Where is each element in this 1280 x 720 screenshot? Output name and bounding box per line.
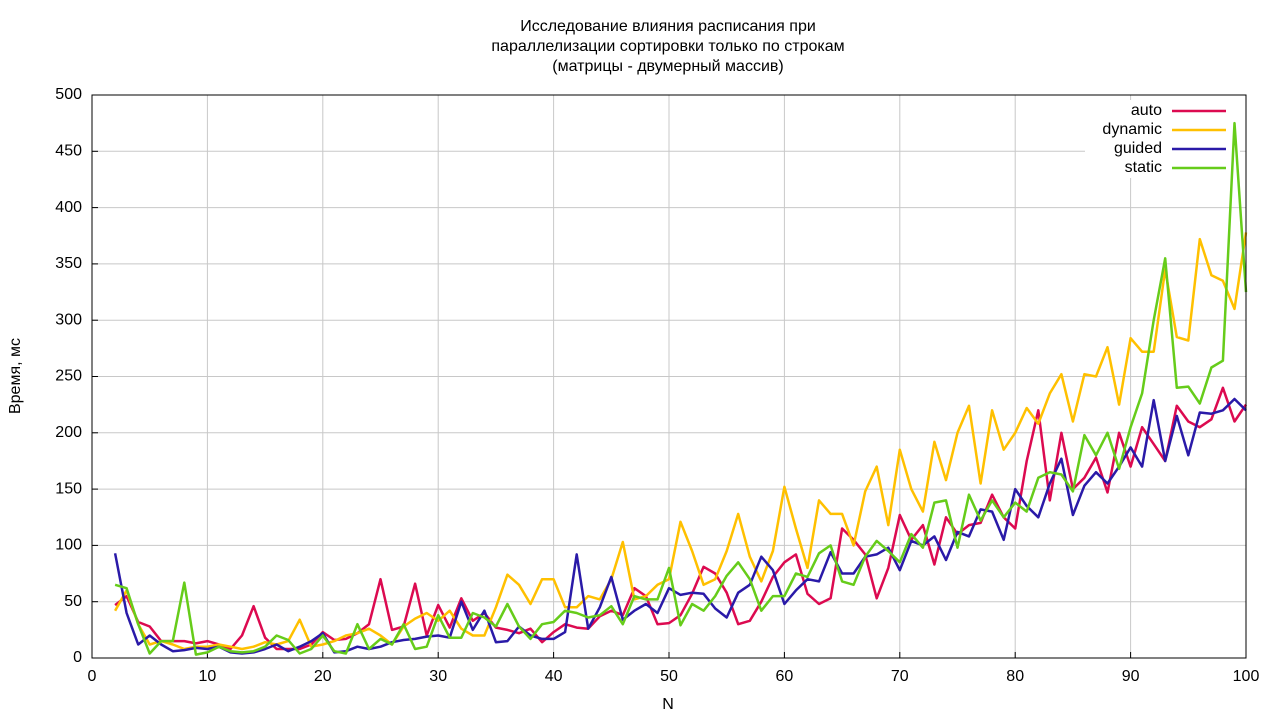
legend-label: static <box>1125 159 1162 176</box>
chart-title: параллелизации сортировки только по стро… <box>491 38 844 55</box>
y-tick-label: 250 <box>55 368 82 385</box>
series-line <box>114 121 1248 656</box>
series-line <box>114 232 1248 651</box>
legend-label: dynamic <box>1102 121 1162 138</box>
x-tick-label: 50 <box>660 668 678 685</box>
y-tick-label: 500 <box>55 86 82 103</box>
y-tick-label: 300 <box>55 311 82 328</box>
y-tick-label: 50 <box>64 593 82 610</box>
x-tick-label: 30 <box>429 668 447 685</box>
legend-label: guided <box>1114 140 1162 157</box>
chart-title: (матрицы - двумерный массив) <box>552 58 783 75</box>
x-tick-label: 10 <box>199 668 217 685</box>
x-tick-label: 90 <box>1122 668 1140 685</box>
y-tick-label: 150 <box>55 480 82 497</box>
x-tick-label: 100 <box>1233 668 1260 685</box>
y-tick-label: 400 <box>55 199 82 216</box>
y-tick-label: 0 <box>73 649 82 666</box>
x-tick-label: 60 <box>776 668 794 685</box>
series-line <box>113 397 1247 655</box>
y-tick-label: 200 <box>55 424 82 441</box>
series-line <box>114 386 1248 651</box>
x-tick-label: 0 <box>88 668 97 685</box>
legend-box <box>1085 100 1240 178</box>
x-tick-label: 40 <box>545 668 563 685</box>
chart-title: Исследование влияния расписания при <box>520 18 816 35</box>
x-tick-label: 70 <box>891 668 909 685</box>
plot-frame <box>91 94 1247 659</box>
y-axis-label: Время, мс <box>7 338 24 414</box>
x-tick-label: 80 <box>1006 668 1024 685</box>
y-tick-label: 450 <box>55 143 82 160</box>
x-tick-label: 20 <box>314 668 332 685</box>
x-axis-label: N <box>662 696 674 713</box>
legend-label: auto <box>1131 102 1162 119</box>
y-tick-label: 100 <box>55 537 82 554</box>
y-tick-label: 350 <box>55 255 82 272</box>
